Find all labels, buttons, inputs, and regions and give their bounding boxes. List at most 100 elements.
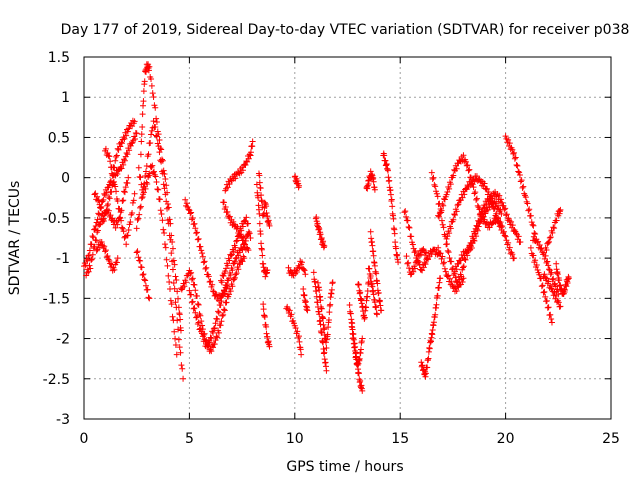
data-point (195, 319, 202, 326)
data-point (167, 285, 174, 292)
data-point (516, 169, 523, 176)
data-point (517, 178, 524, 185)
data-point (159, 157, 166, 164)
data-point (206, 339, 213, 346)
data-point (496, 192, 503, 199)
data-point (413, 258, 420, 265)
data-point (548, 319, 555, 326)
data-point (370, 252, 377, 259)
data-point (173, 351, 180, 358)
data-point (218, 318, 225, 325)
data-point (463, 162, 470, 169)
data-point (138, 264, 145, 271)
data-point (236, 260, 243, 267)
data-point (263, 323, 270, 330)
data-point (468, 244, 475, 251)
data-point (175, 304, 182, 311)
data-point (161, 230, 168, 237)
data-point (200, 259, 207, 266)
data-point (195, 235, 202, 242)
data-point (120, 228, 127, 235)
data-point (257, 230, 264, 237)
data-point (215, 329, 222, 336)
data-point (346, 301, 353, 308)
data-point (168, 250, 175, 257)
data-point (179, 365, 186, 372)
data-point (529, 221, 536, 228)
data-point (233, 238, 240, 245)
data-point (188, 299, 195, 306)
data-point (395, 259, 402, 266)
data-point (197, 243, 204, 250)
data-point (516, 171, 523, 178)
data-point (405, 223, 412, 230)
data-point (550, 292, 557, 299)
data-point (553, 217, 560, 224)
data-point (439, 221, 446, 228)
y-tick-label: -1.5 (43, 291, 70, 307)
data-point (435, 213, 442, 220)
data-point (355, 366, 362, 373)
data-point (210, 325, 217, 332)
data-point (381, 152, 388, 159)
data-point (226, 181, 233, 188)
data-point (487, 193, 494, 200)
data-point (192, 309, 199, 316)
data-point (288, 311, 295, 318)
data-point (108, 164, 115, 171)
data-point (124, 232, 131, 239)
data-point (172, 335, 179, 342)
data-point (442, 268, 449, 275)
data-point (154, 128, 161, 135)
data-point (384, 167, 391, 174)
data-point (146, 170, 153, 177)
data-point (104, 150, 111, 157)
data-point (186, 287, 193, 294)
data-point (505, 239, 512, 246)
data-point (232, 255, 239, 262)
data-point (224, 184, 231, 191)
data-point (321, 325, 328, 332)
data-point (446, 230, 453, 237)
data-point (554, 271, 561, 278)
data-point (472, 189, 479, 196)
data-point (405, 259, 412, 266)
data-point (378, 307, 385, 314)
data-point (244, 158, 251, 165)
data-point (171, 328, 178, 335)
data-point (540, 289, 547, 296)
data-point (113, 188, 120, 195)
data-point (298, 351, 305, 358)
data-point (553, 292, 560, 299)
data-point (495, 215, 502, 222)
data-point (530, 222, 537, 229)
data-point (485, 188, 492, 195)
data-point (422, 370, 429, 377)
data-point (256, 172, 263, 179)
data-point (205, 273, 212, 280)
data-point (117, 215, 124, 222)
data-point (231, 260, 238, 267)
data-point (543, 246, 550, 253)
x-tick-label: 10 (286, 431, 304, 447)
data-point (106, 195, 113, 202)
data-point (511, 255, 518, 262)
data-point (117, 143, 124, 150)
data-point (323, 367, 330, 374)
data-point (429, 326, 436, 333)
y-tick-label: -2 (56, 332, 70, 348)
data-point (138, 138, 145, 145)
data-point (242, 161, 249, 168)
data-point (172, 341, 179, 348)
data-point (421, 259, 428, 266)
data-point (364, 293, 371, 300)
data-point (294, 328, 301, 335)
data-point (446, 185, 453, 192)
data-point (242, 237, 249, 244)
data-point (192, 225, 199, 232)
data-point (249, 138, 256, 145)
data-point (429, 176, 436, 183)
data-point (131, 190, 138, 197)
data-point (215, 309, 222, 316)
data-point (551, 280, 558, 287)
